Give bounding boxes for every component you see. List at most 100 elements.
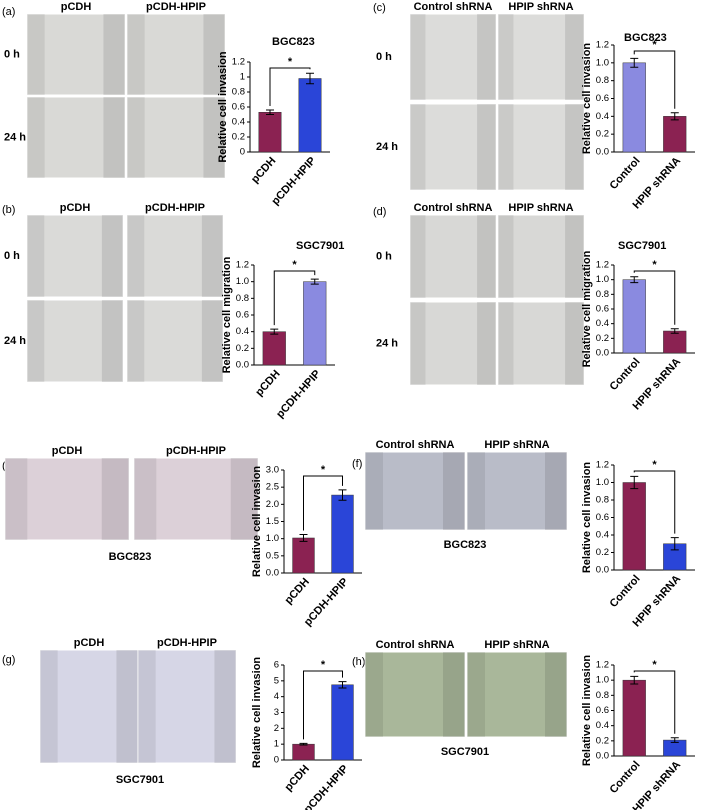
error-bar (310, 278, 319, 285)
wound-edge (565, 302, 584, 385)
y-tick-label: 0.8 (596, 495, 609, 506)
row-label: 24 h (376, 337, 398, 349)
wound-edge (134, 458, 157, 540)
wound-edge (127, 300, 145, 382)
y-tick-label: 0.2 (236, 343, 249, 354)
error-bar (299, 534, 308, 542)
micrograph (39, 649, 139, 764)
y-tick-label: 0.6 (596, 304, 609, 315)
y-tick-label: 0.0 (596, 147, 609, 158)
y-tick-label: 2.0 (266, 499, 279, 510)
bar (663, 330, 687, 354)
wound-edge (101, 300, 123, 382)
micrograph (409, 13, 497, 101)
y-tick-label: 0.0 (236, 360, 249, 371)
wound-edge (201, 300, 223, 382)
x-tick-label: pCDH (249, 155, 278, 186)
x-tick-label: Control (608, 155, 643, 192)
y-tick-label: 0.6 (236, 310, 249, 321)
error-bar (670, 537, 679, 551)
image-label: pCDH-HPIP (145, 202, 205, 214)
x-tick-label: Control (608, 759, 643, 796)
micrograph (26, 96, 126, 179)
panel-label: (f) (352, 458, 362, 470)
significance-bracket (303, 670, 343, 740)
error-bar (338, 681, 347, 689)
panel-label: (h) (352, 656, 365, 668)
error-bar (266, 109, 274, 115)
bar (292, 743, 315, 761)
image-label: pCDH-HPIP (166, 445, 226, 457)
row-label: 0 h (376, 250, 392, 262)
image-label: HPIP shRNA (508, 1, 573, 13)
wound-edge (230, 458, 258, 540)
y-tick-label: 0.8 (236, 293, 249, 304)
y-tick-label: 2 (274, 723, 279, 734)
error-bar (299, 742, 308, 746)
micrograph (137, 649, 237, 764)
error-bar (306, 72, 314, 85)
image-label: pCDH (60, 202, 91, 214)
wound-edge (27, 215, 45, 297)
error-bar (630, 475, 639, 490)
panel-label: (d) (373, 206, 386, 218)
micrograph (126, 214, 224, 298)
wound-edge (127, 215, 145, 297)
image-label: HPIP shRNA (484, 439, 549, 451)
y-tick-label: 4 (274, 691, 279, 702)
y-tick-label: 0 (274, 755, 279, 766)
wound-edge (565, 104, 584, 190)
wound-edge (467, 452, 485, 530)
image-caption: BGC823 (444, 539, 487, 551)
wound-edge (410, 302, 426, 385)
wound-edge (127, 14, 145, 95)
wound-edge (203, 14, 225, 95)
micrograph (466, 451, 568, 531)
y-tick-label: 0.8 (232, 87, 245, 98)
x-tick-label: Control (608, 356, 643, 393)
wound-edge (101, 215, 123, 297)
image-label: pCDH (74, 637, 105, 649)
significance-bracket (633, 270, 676, 325)
wound-edge (410, 104, 426, 190)
wound-edge (477, 104, 496, 190)
image-label: Control shRNA (376, 639, 455, 651)
y-tick-label: 0.4 (596, 530, 609, 541)
y-tick-label: 1.0 (266, 533, 279, 544)
row-label: 0 h (376, 51, 392, 63)
y-axis-label: Relative cell invasion (581, 462, 593, 574)
micrograph (364, 451, 466, 531)
y-tick-label: 0.4 (596, 318, 609, 329)
image-label: pCDH (52, 445, 83, 457)
y-tick-label: 1.0 (596, 274, 609, 285)
y-tick-label: 0.0 (596, 348, 609, 359)
y-tick-label: 0.2 (232, 132, 245, 143)
bar (298, 78, 322, 153)
y-tick-label: 0.2 (596, 129, 609, 140)
panel-label: (c) (373, 2, 386, 14)
y-tick-label: 0.5 (266, 550, 279, 561)
y-tick-label: 0.0 (266, 568, 279, 579)
y-tick-label: 0.0 (596, 751, 609, 762)
image-label: HPIP shRNA (508, 202, 573, 214)
y-tick-label: 0.8 (596, 289, 609, 300)
image-caption: SGC7901 (116, 774, 164, 786)
y-tick-label: 0.6 (596, 93, 609, 104)
chart-title: BGC823 (624, 32, 667, 44)
y-tick-label: 1.5 (266, 516, 279, 527)
y-tick-label: 1.2 (596, 260, 609, 271)
image-label: Control shRNA (376, 439, 455, 451)
y-tick-label: 1.2 (236, 260, 249, 271)
bar (262, 331, 286, 366)
row-label: 24 h (376, 141, 398, 153)
wound-edge (27, 14, 45, 95)
row-label: 24 h (4, 131, 26, 143)
chart-title: SGC7901 (618, 240, 666, 252)
wound-edge (477, 14, 496, 100)
wound-edge (498, 302, 514, 385)
panel-label: (a) (2, 6, 15, 18)
bar (331, 684, 354, 761)
wound-edge (127, 97, 145, 178)
